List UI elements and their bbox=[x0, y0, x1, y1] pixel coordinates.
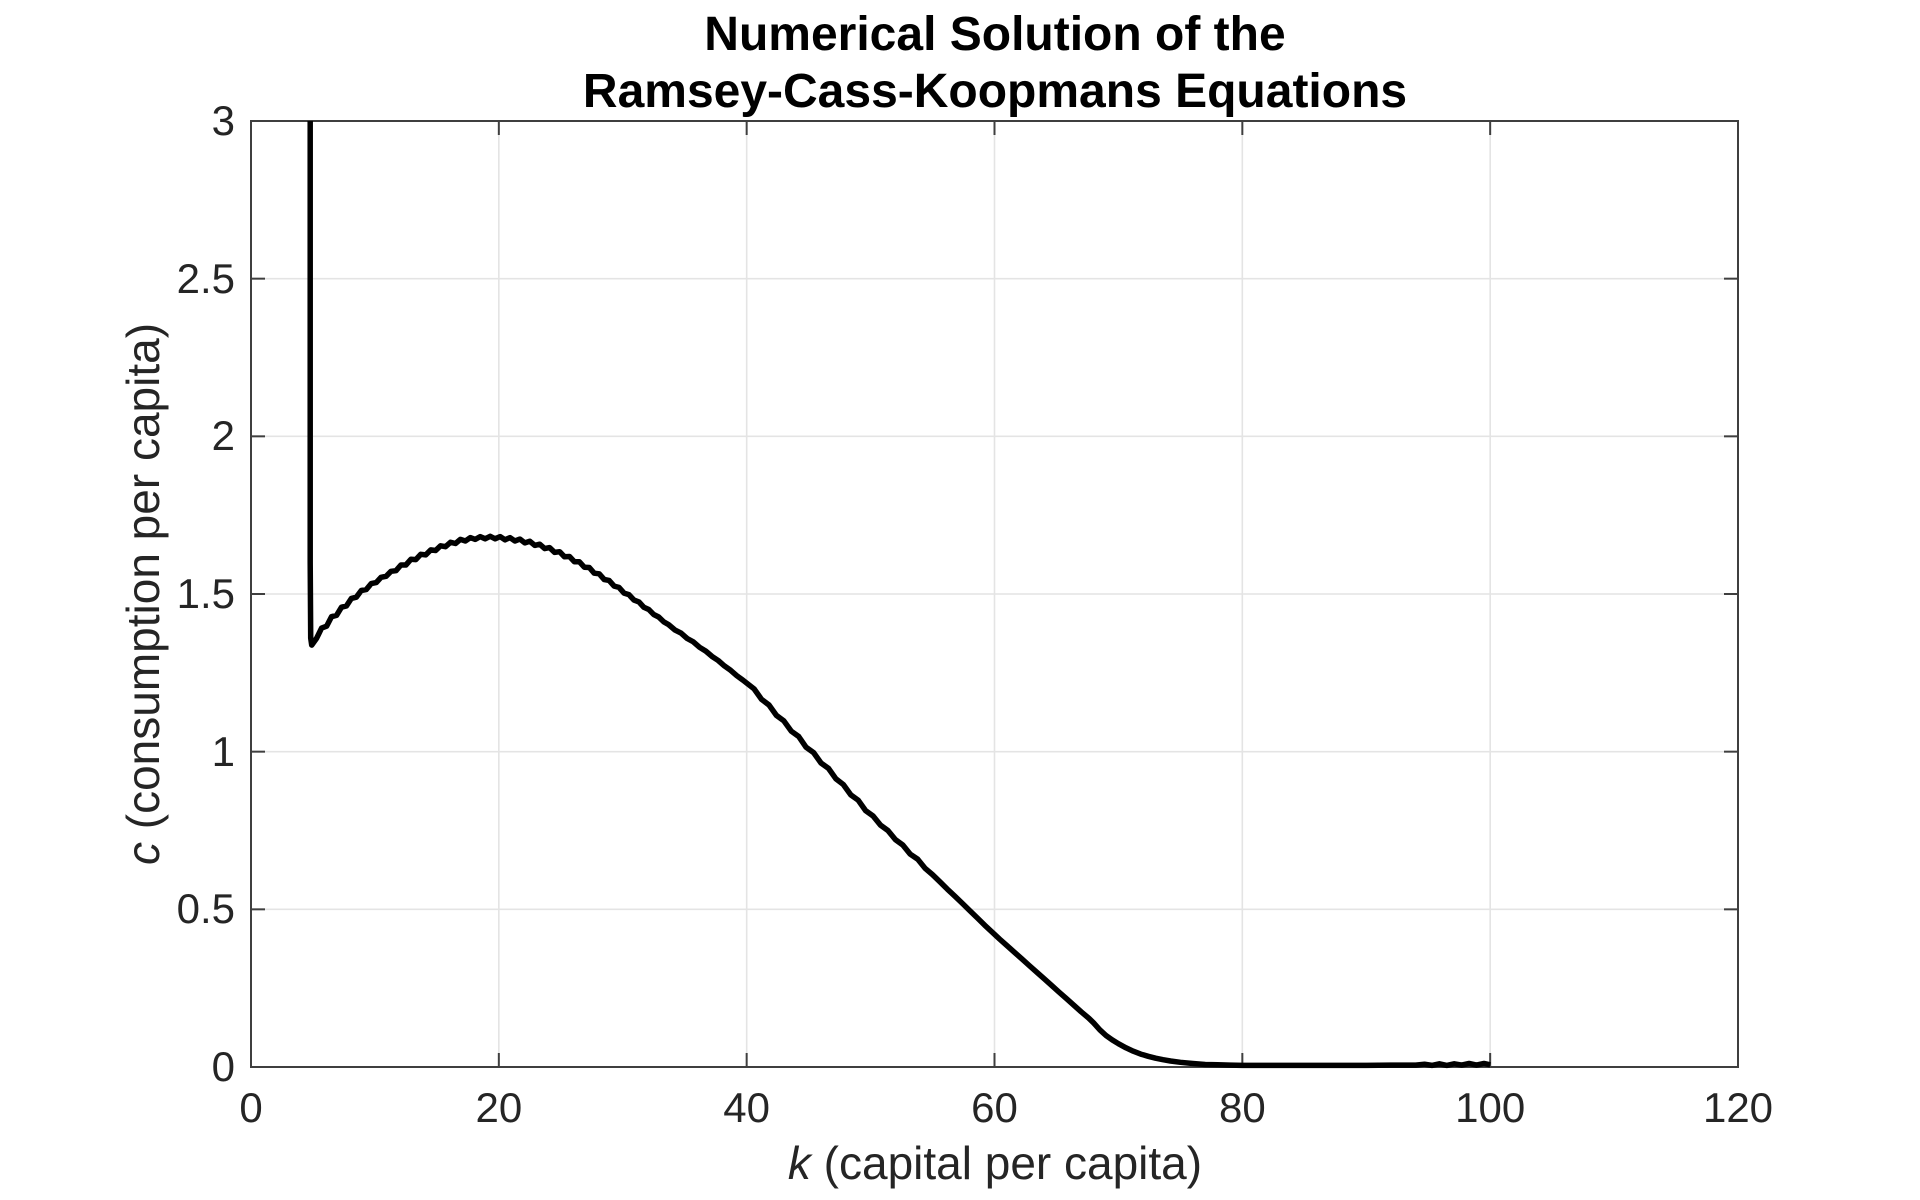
x-axis-label-text: (capital per capita) bbox=[810, 1137, 1203, 1189]
x-tick-label: 20 bbox=[475, 1084, 523, 1131]
y-tick-label: 2.5 bbox=[176, 254, 235, 302]
tick-marks bbox=[250, 120, 1739, 1068]
y-tick-label: 1 bbox=[211, 727, 235, 775]
x-axis-label: k (capital per capita) bbox=[788, 1140, 1202, 1186]
chart-title-line1: Numerical Solution of the bbox=[704, 8, 1286, 61]
y-tick-label: 0.5 bbox=[176, 885, 235, 933]
y-axis-label: c (consumption per capita) bbox=[117, 322, 169, 866]
x-tick-label: 60 bbox=[971, 1084, 1018, 1131]
x-axis-label-variable: k bbox=[787, 1137, 811, 1189]
y-tick-label: 0 bbox=[211, 1043, 235, 1090]
y-axis-label-variable: c bbox=[117, 842, 169, 866]
x-tick-label: 80 bbox=[1218, 1084, 1266, 1131]
solution-curve bbox=[307, 121, 1491, 1069]
y-tick-label: 1.5 bbox=[176, 570, 235, 617]
x-tick-label: 0 bbox=[239, 1084, 263, 1131]
y-tick-label: 3 bbox=[211, 97, 235, 144]
x-tick-label: 120 bbox=[1702, 1084, 1774, 1131]
chart-title: Numerical Solution of the Ramsey-Cass-Ko… bbox=[583, 6, 1407, 120]
grid-lines bbox=[251, 121, 1738, 1067]
y-axis-label-text: (consumption per capita) bbox=[117, 322, 169, 843]
x-tick-label: 100 bbox=[1455, 1084, 1526, 1131]
x-tick-label: 40 bbox=[723, 1084, 771, 1131]
y-tick-label: 2 bbox=[211, 412, 235, 460]
chart-title-line2: Ramsey-Cass-Koopmans Equations bbox=[582, 65, 1408, 118]
